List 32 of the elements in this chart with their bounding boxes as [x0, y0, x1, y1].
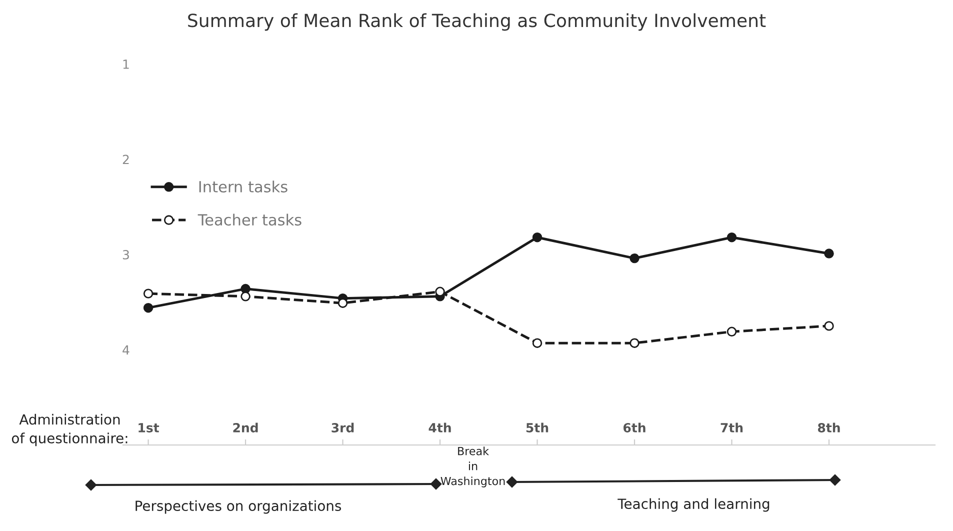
y-tick-label: 4 — [122, 345, 130, 354]
chart-title: Summary of Mean Rank of Teaching as Community Involvement — [188, 13, 766, 31]
x-tick-label: 6th — [624, 422, 646, 432]
point — [143, 302, 154, 313]
y-tick-label: 2 — [122, 154, 129, 164]
text: Teaching and learning — [618, 498, 770, 512]
legend-label: Intern tasks — [199, 180, 288, 192]
x-tick-label: 2nd — [233, 422, 258, 432]
point — [143, 288, 154, 298]
text: Perspectives on organizations — [136, 500, 342, 514]
point — [532, 338, 542, 348]
point — [630, 338, 640, 348]
annotation: Administration of questionnaire: — [12, 414, 128, 446]
point — [240, 292, 250, 302]
point — [726, 232, 737, 242]
x-tick-label: 8th — [818, 422, 840, 432]
y-tick-label: 3 — [122, 250, 129, 260]
point — [532, 232, 542, 242]
x-tick-label: 5th — [526, 422, 548, 432]
point — [435, 286, 445, 297]
point — [338, 298, 348, 308]
point — [824, 321, 834, 331]
x-tick-label: 3rd — [332, 422, 354, 432]
text: Break in Washington — [440, 446, 505, 488]
x-tick-label: 4th — [428, 422, 451, 432]
x-tick-label: 7th — [720, 422, 743, 432]
y-tick-label: 1 — [123, 60, 129, 69]
point — [630, 253, 640, 264]
point — [824, 248, 834, 258]
legend-label: Teacher tasks — [198, 214, 302, 226]
point — [726, 326, 737, 337]
x-tick-label: 1st — [138, 423, 160, 432]
